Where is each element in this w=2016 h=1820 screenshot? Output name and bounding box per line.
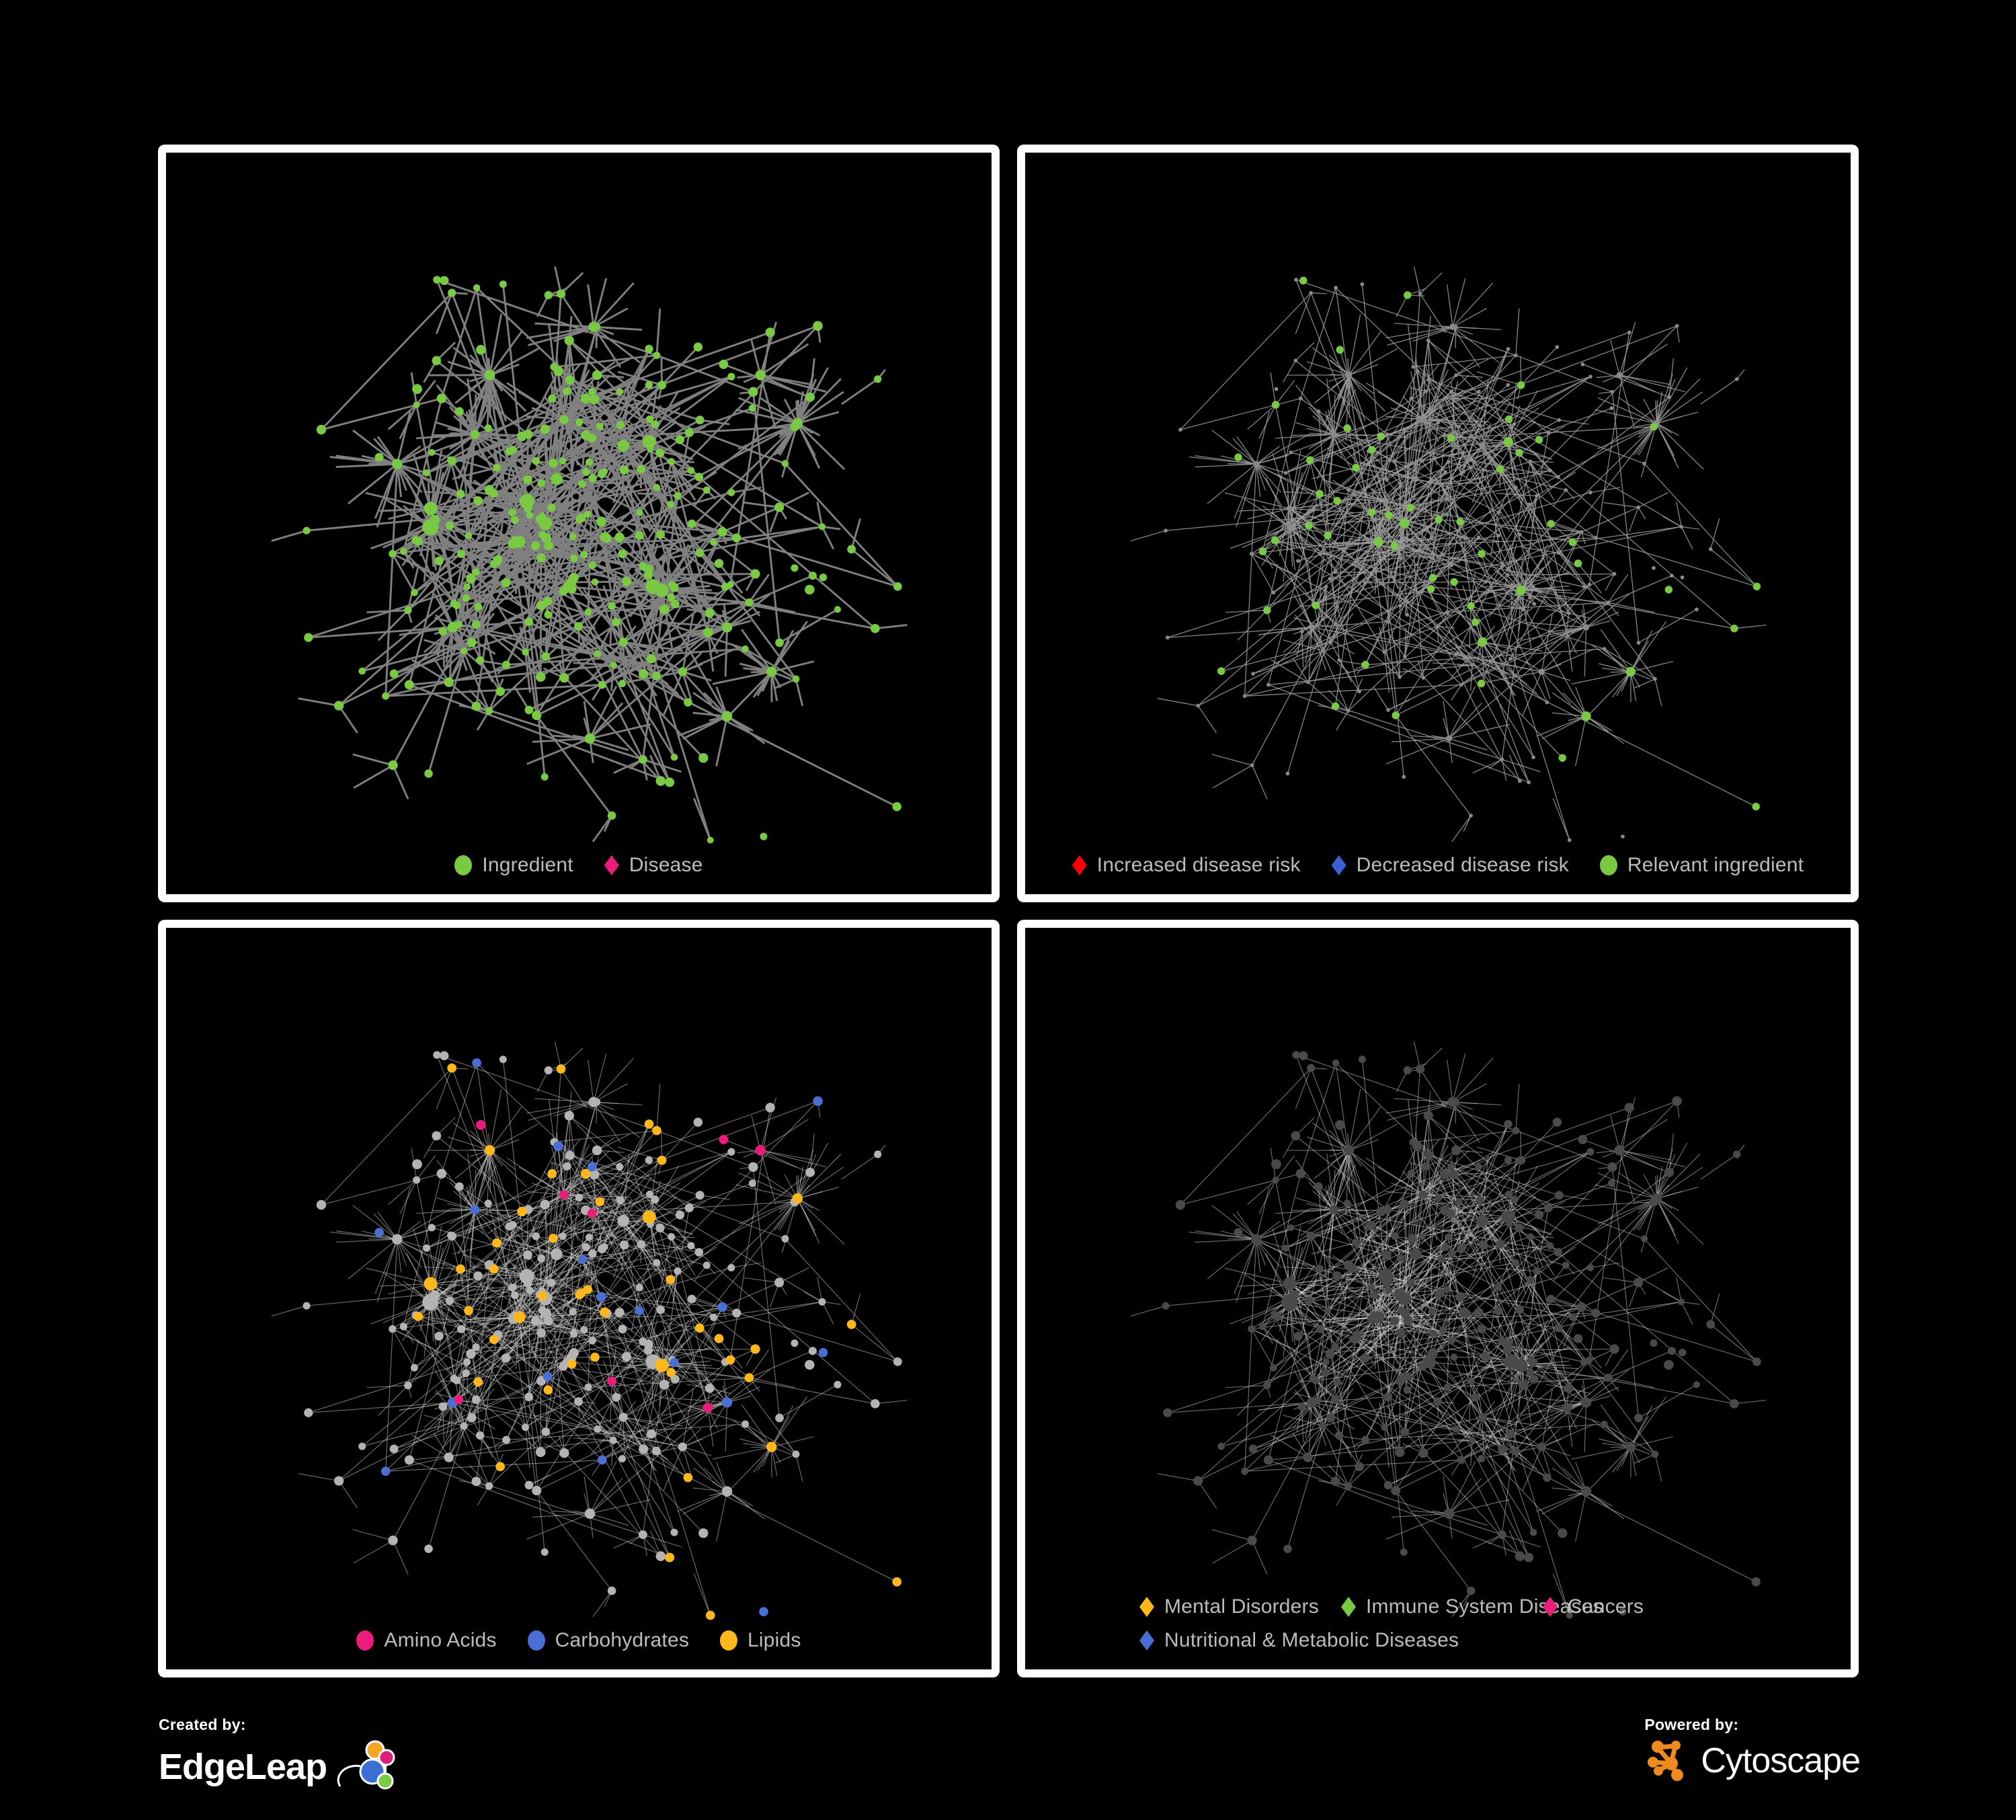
- legend-label: Relevant ingredient: [1627, 854, 1804, 876]
- cytoscape-wordmark: Cytoscape: [1701, 1741, 1861, 1780]
- legend-panel-disease-risk: Increased disease risk Decreased disease …: [1025, 854, 1851, 877]
- diamond-marker: [1331, 855, 1346, 875]
- network-canvas-panel-ingredient-classes[interactable]: [166, 928, 992, 1669]
- edgeleap-wordmark: EdgeLeap: [159, 1746, 327, 1787]
- circle-marker: [356, 1630, 374, 1651]
- legend-item-lipids[interactable]: Lipids: [720, 1629, 801, 1652]
- legend-label: Nutritional & Metabolic Diseases: [1164, 1629, 1459, 1651]
- circle-marker: [527, 1630, 545, 1651]
- legend-label: Carbohydrates: [555, 1629, 690, 1651]
- cytoscape-node-logo: [1644, 1737, 1694, 1784]
- network-canvas-panel-disease-classes[interactable]: [1025, 928, 1851, 1669]
- legend-item-carbohydrates[interactable]: Carbohydrates: [527, 1629, 690, 1652]
- network-canvas-panel-full-network[interactable]: [166, 153, 992, 894]
- legend-item-amino-acids[interactable]: Amino Acids: [356, 1629, 496, 1652]
- powered-by-kicker: Powered by:: [1644, 1716, 1739, 1733]
- legend-panel-ingredient-classes: Amino Acids Carbohydrates Lipids: [166, 1629, 992, 1652]
- edgeleap-node-logo: [333, 1737, 395, 1796]
- legend-panel-disease-classes: Mental Disorders Immune System Diseases Ca…: [1025, 1595, 1851, 1652]
- circle-marker: [720, 1630, 738, 1651]
- legend-item-increased-disease-risk[interactable]: Increased disease risk: [1072, 854, 1301, 877]
- created-by-branding: Created by: EdgeLeap: [159, 1716, 395, 1796]
- diamond-marker: [1072, 855, 1087, 875]
- diamond-marker: [604, 855, 619, 875]
- legend-label: Mental Disorders: [1164, 1595, 1319, 1618]
- legend-label: Increased disease risk: [1096, 854, 1301, 876]
- diamond-marker: [1543, 1597, 1558, 1617]
- legend-label: Ingredient: [482, 854, 573, 876]
- figure-grid: Ingredient Disease Increased disease risk D…: [158, 145, 1859, 1677]
- panel-ingredient-classes[interactable]: Amino Acids Carbohydrates Lipids: [158, 920, 1000, 1677]
- legend-label: Immune System Diseases: [1366, 1595, 1603, 1618]
- legend-item-ingredient[interactable]: Ingredient: [454, 854, 573, 877]
- legend-label: Cancers: [1568, 1595, 1644, 1618]
- diamond-marker: [1139, 1630, 1154, 1651]
- network-canvas-panel-disease-risk[interactable]: [1025, 153, 1851, 894]
- legend-label: Lipids: [748, 1629, 801, 1651]
- legend-item-nutritional-metabolic-diseases[interactable]: Nutritional & Metabolic Diseases: [1139, 1629, 1459, 1652]
- panel-disease-risk[interactable]: Increased disease risk Decreased disease …: [1017, 145, 1859, 902]
- powered-by-branding: Powered by: Cytoscape: [1644, 1716, 1861, 1784]
- panel-full-network[interactable]: Ingredient Disease: [158, 145, 1000, 902]
- created-by-kicker: Created by:: [159, 1716, 246, 1733]
- legend-panel-full-network: Ingredient Disease: [166, 854, 992, 877]
- circle-marker: [1599, 855, 1617, 875]
- legend-item-immune-system-diseases[interactable]: Immune System Diseases: [1341, 1595, 1603, 1618]
- circle-marker: [454, 855, 473, 875]
- legend-label: Decreased disease risk: [1356, 854, 1569, 876]
- legend-label: Disease: [629, 854, 703, 876]
- legend-item-decreased-disease-risk[interactable]: Decreased disease risk: [1331, 854, 1569, 877]
- diamond-marker: [1139, 1597, 1154, 1617]
- legend-label: Amino Acids: [384, 1629, 497, 1651]
- legend-item-cancers[interactable]: Cancers: [1543, 1595, 1744, 1618]
- diamond-marker: [1341, 1597, 1356, 1617]
- panel-disease-classes[interactable]: Mental Disorders Immune System Diseases Ca…: [1017, 920, 1859, 1677]
- legend-item-mental-disorders[interactable]: Mental Disorders: [1139, 1595, 1341, 1618]
- legend-item-relevant-ingredient[interactable]: Relevant ingredient: [1599, 854, 1804, 877]
- legend-item-disease[interactable]: Disease: [604, 854, 703, 877]
